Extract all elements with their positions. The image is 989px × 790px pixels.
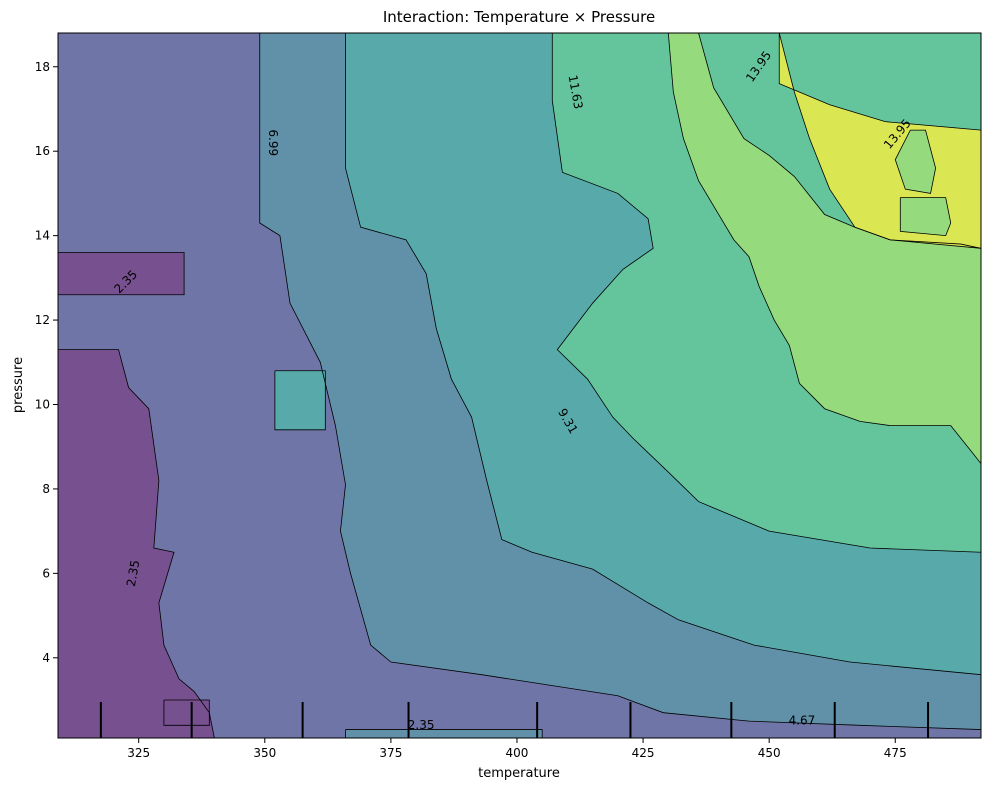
x-tick-label: 375 (379, 746, 402, 760)
y-tick-label: 8 (42, 482, 50, 496)
contour-lines (58, 33, 981, 738)
contour-band (58, 252, 185, 295)
x-tick-label: 400 (506, 746, 529, 760)
y-tick-label: 4 (42, 651, 50, 665)
y-tick-label: 18 (35, 60, 50, 74)
x-axis-ticks: 325 350 375 400 425 450 475 (127, 738, 907, 760)
contour-line (58, 349, 215, 738)
x-tick-label: 425 (632, 746, 655, 760)
chart-title: Interaction: Temperature × Pressure (383, 8, 655, 26)
contour-label: 4.67 (789, 714, 816, 728)
contour-line (163, 699, 210, 726)
contour-line (894, 129, 937, 194)
x-axis-label: temperature (478, 766, 560, 781)
contour-line (778, 33, 981, 249)
contour-line (899, 197, 952, 237)
y-axis-label: pressure (11, 357, 26, 413)
x-tick-label: 325 (127, 746, 150, 760)
contour-line (259, 33, 981, 730)
contour-label: 2.35 (408, 718, 435, 732)
contour-label: 6.99 (266, 129, 280, 156)
x-tick-label: 350 (253, 746, 276, 760)
contour-band (163, 700, 210, 726)
contour-line (345, 729, 543, 738)
y-axis-ticks: 4 6 8 10 12 14 16 18 (35, 60, 58, 665)
y-tick-label: 6 (42, 566, 50, 580)
contour-band (274, 370, 326, 430)
x-tick-label: 475 (884, 746, 907, 760)
contour-label: 11.63 (566, 74, 586, 110)
rug-marks (99, 702, 930, 738)
contour-line (58, 252, 185, 296)
y-tick-label: 16 (35, 144, 50, 158)
plot-frame (57, 32, 982, 739)
contour-band (895, 130, 936, 194)
y-tick-label: 12 (35, 313, 50, 327)
y-tick-label: 14 (35, 229, 50, 243)
contour-band (900, 197, 951, 236)
contour-line (667, 33, 981, 465)
contour-line (274, 370, 326, 431)
contour-band (345, 729, 543, 738)
contour-band (779, 33, 981, 249)
contour-line (551, 33, 981, 553)
plot-area (58, 33, 981, 738)
contour-label: 2.35 (124, 559, 142, 588)
contour-line (345, 33, 981, 676)
y-tick-label: 10 (35, 397, 50, 411)
contour-bands (58, 33, 981, 738)
x-tick-label: 450 (758, 746, 781, 760)
